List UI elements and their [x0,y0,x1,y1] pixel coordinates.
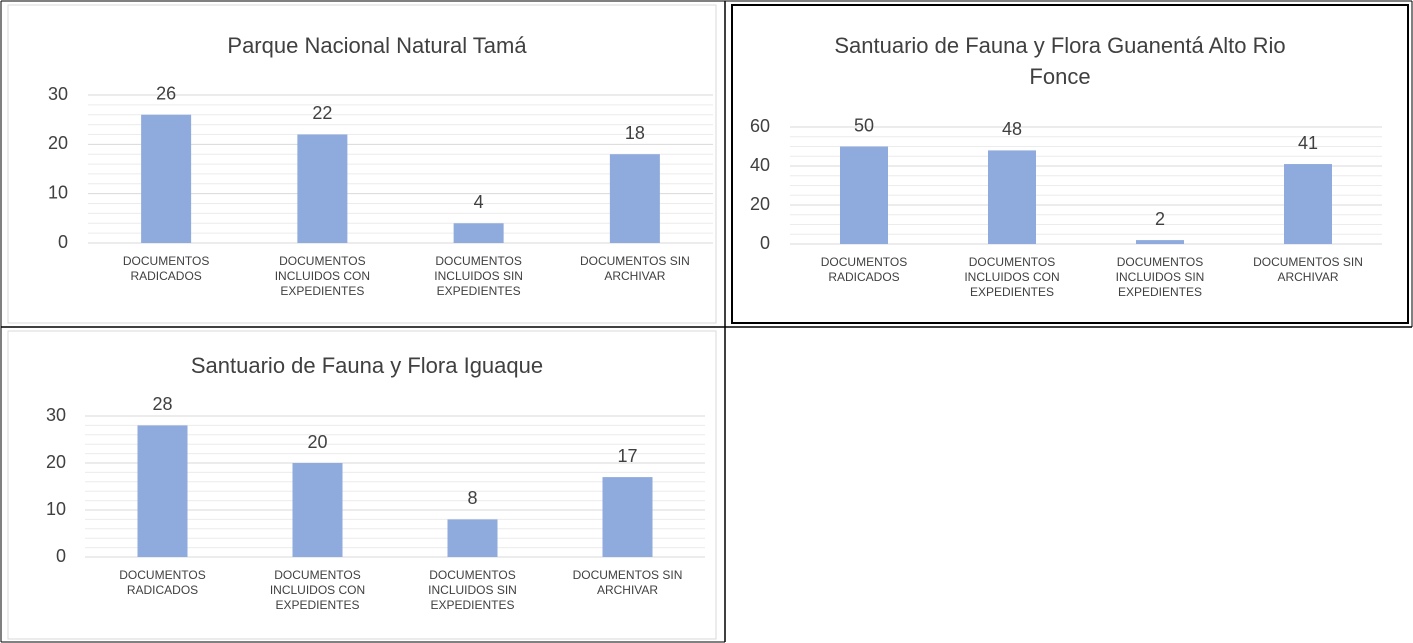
data-label: 22 [312,103,332,123]
x-tick-label: DOCUMENTOS SIN ARCHIVAR [573,568,683,597]
bar [988,150,1036,244]
data-label: 8 [467,488,477,508]
chart-frame [7,4,717,324]
data-label: 48 [1002,119,1022,139]
data-label: 4 [474,192,484,212]
bar [141,114,192,243]
x-tick-label: DOCUMENTOS SIN ARCHIVAR [580,254,690,283]
bar [1136,240,1184,244]
chart-title: Santuario de Fauna y Flora Guanentá Alto… [834,33,1285,89]
data-label: 50 [854,115,874,135]
x-tick-label: DOCUMENTOS INCLUIDOS SIN EXPEDIENTES [434,254,523,298]
data-label: 2 [1155,209,1165,229]
x-tick-label: DOCUMENTOS INCLUIDOS CON EXPEDIENTES [275,254,370,298]
x-tick-label: DOCUMENTOS SIN ARCHIVAR [1253,255,1363,284]
bar [297,134,348,243]
y-tick-label: 30 [48,84,68,104]
bar [292,463,343,557]
y-tick-label: 40 [750,155,770,175]
data-label: 26 [156,83,176,103]
bar [609,154,660,243]
bar [602,477,653,557]
bar [1284,164,1332,244]
chart-frame [731,4,1409,324]
chart-frame [7,330,717,640]
data-label: 17 [617,446,637,466]
data-label: 41 [1298,133,1318,153]
x-tick-label: DOCUMENTOS RADICADOS [821,255,907,284]
bar [137,425,188,557]
y-tick-label: 30 [46,405,66,425]
y-tick-label: 20 [46,452,66,472]
bar [453,223,504,243]
chart-title: Santuario de Fauna y Flora Iguaque [191,353,543,378]
data-label: 28 [152,394,172,414]
x-tick-label: DOCUMENTOS INCLUIDOS SIN EXPEDIENTES [1116,255,1205,299]
bar [840,146,888,244]
y-tick-label: 0 [760,233,770,253]
y-tick-label: 20 [48,133,68,153]
data-label: 18 [625,123,645,143]
x-tick-label: DOCUMENTOS RADICADOS [123,254,209,283]
x-tick-label: DOCUMENTOS INCLUIDOS CON EXPEDIENTES [270,568,365,612]
y-tick-label: 60 [750,116,770,136]
y-tick-label: 0 [58,232,68,252]
y-tick-label: 0 [56,546,66,566]
x-tick-label: DOCUMENTOS RADICADOS [119,568,205,597]
data-label: 20 [307,432,327,452]
chart-title: Parque Nacional Natural Tamá [227,33,527,58]
y-tick-label: 20 [750,194,770,214]
x-tick-label: DOCUMENTOS INCLUIDOS CON EXPEDIENTES [964,255,1059,299]
y-tick-label: 10 [46,499,66,519]
x-tick-label: DOCUMENTOS INCLUIDOS SIN EXPEDIENTES [428,568,517,612]
bar [447,519,498,557]
y-tick-label: 10 [48,182,68,202]
